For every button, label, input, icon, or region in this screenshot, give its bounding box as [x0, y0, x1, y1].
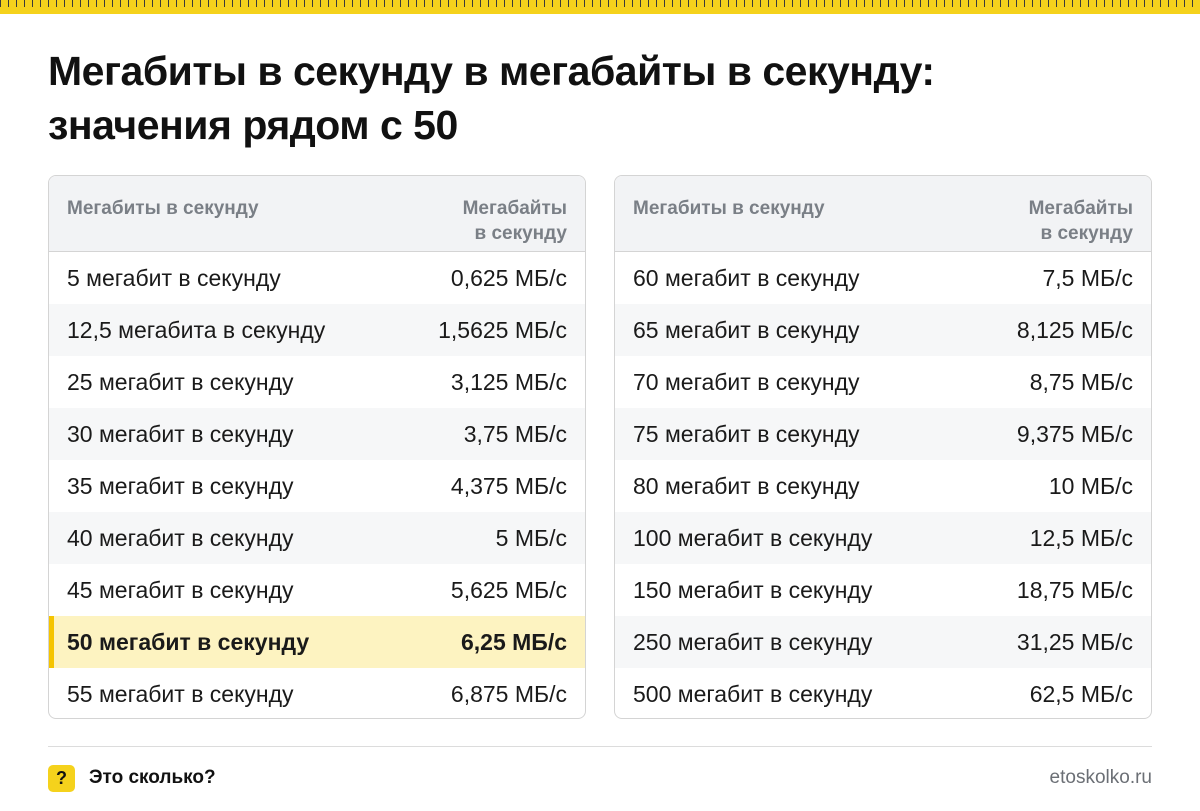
page-title-line2: значения рядом с 50 — [48, 102, 458, 148]
mbit-cell: 12,5 мегабита в секунду — [67, 316, 326, 343]
mbit-cell: 40 мегабит в секунду — [67, 524, 294, 551]
mbit-cell: 250 мегабит в секунду — [633, 628, 873, 655]
table-row: 250 мегабит в секунду 31,25 МБ/с — [615, 616, 1151, 668]
mbit-cell: 65 мегабит в секунду — [633, 316, 860, 343]
mbit-cell: 70 мегабит в секунду — [633, 368, 860, 395]
mbit-cell: 80 мегабит в секунду — [633, 472, 860, 499]
logo-glyph: ? — [56, 768, 67, 788]
table-row: 30 мегабит в секунду 3,75 МБ/с — [49, 408, 585, 460]
column-header-mbyte-line2: в секунду — [1040, 223, 1133, 244]
page-title: Мегабиты в секунду в мегабайты в секунду… — [48, 44, 1148, 152]
mbit-cell: 5 мегабит в секунду — [67, 264, 281, 291]
mbyte-cell: 1,5625 МБ/с — [438, 316, 567, 343]
table-row: 80 мегабит в секунду 10 МБ/с — [615, 460, 1151, 512]
mbit-cell: 75 мегабит в секунду — [633, 420, 860, 447]
mbit-cell: 100 мегабит в секунду — [633, 524, 873, 551]
column-header-mbyte-line1: Мегабайты — [462, 198, 567, 219]
mbyte-cell: 3,75 МБ/с — [463, 420, 567, 447]
column-header-mbyte-line1: Мегабайты — [1028, 198, 1133, 219]
table-row: 60 мегабит в секунду 7,5 МБ/с — [615, 252, 1151, 304]
mbyte-cell: 5 МБ/с — [495, 524, 567, 551]
question-mark-logo-icon: ? — [48, 765, 75, 792]
mbyte-cell: 5,625 МБ/с — [450, 576, 567, 603]
mbit-cell: 25 мегабит в секунду — [67, 368, 294, 395]
brand-name: Это сколько? — [89, 767, 216, 788]
page-title-line1: Мегабиты в секунду в мегабайты в секунду… — [48, 48, 935, 94]
column-header-mbyte: Мегабайты в секунду — [1029, 196, 1133, 251]
table-row: 150 мегабит в секунду 18,75 МБ/с — [615, 564, 1151, 616]
mbyte-cell: 9,375 МБ/с — [1016, 420, 1133, 447]
table-header: Мегабиты в секунду Мегабайты в секунду — [615, 176, 1151, 252]
highlighted-table-row: 50 мегабит в секунду 6,25 МБ/с — [49, 616, 585, 668]
column-header-mbit: Мегабиты в секунду — [67, 198, 259, 219]
mbyte-cell: 31,25 МБ/с — [1016, 628, 1133, 655]
table-header: Мегабиты в секунду Мегабайты в секунду — [49, 176, 585, 252]
mbit-cell: 55 мегабит в секунду — [67, 680, 294, 707]
mbyte-cell: 3,125 МБ/с — [450, 368, 567, 395]
mbit-cell: 35 мегабит в секунду — [67, 472, 294, 499]
table-row: 5 мегабит в секунду 0,625 МБ/с — [49, 252, 585, 304]
mbit-cell: 500 мегабит в секунду — [633, 680, 873, 707]
top-ruler-decoration — [0, 0, 1200, 14]
table-row: 500 мегабит в секунду 62,5 МБ/с — [615, 668, 1151, 718]
conversion-table-left: Мегабиты в секунду Мегабайты в секунду 5… — [48, 175, 586, 719]
column-header-mbit: Мегабиты в секунду — [633, 198, 825, 219]
mbyte-cell: 7,5 МБ/с — [1042, 264, 1133, 291]
column-header-mbyte: Мегабайты в секунду — [463, 196, 567, 251]
table-row: 35 мегабит в секунду 4,375 МБ/с — [49, 460, 585, 512]
mbyte-cell: 6,875 МБ/с — [450, 680, 567, 707]
site-url: etoskolko.ru — [1049, 767, 1152, 788]
column-header-mbyte-line2: в секунду — [474, 223, 567, 244]
mbyte-cell: 62,5 МБ/с — [1029, 680, 1133, 707]
table-row: 70 мегабит в секунду 8,75 МБ/с — [615, 356, 1151, 408]
table-row: 45 мегабит в секунду 5,625 МБ/с — [49, 564, 585, 616]
table-row: 25 мегабит в секунду 3,125 МБ/с — [49, 356, 585, 408]
mbyte-cell: 18,75 МБ/с — [1016, 576, 1133, 603]
table-row: 12,5 мегабита в секунду 1,5625 МБ/с — [49, 304, 585, 356]
table-row: 65 мегабит в секунду 8,125 МБ/с — [615, 304, 1151, 356]
conversion-table-right: Мегабиты в секунду Мегабайты в секунду 6… — [614, 175, 1152, 719]
mbit-cell: 30 мегабит в секунду — [67, 420, 294, 447]
mbyte-cell: 8,125 МБ/с — [1016, 316, 1133, 343]
mbyte-cell: 10 МБ/с — [1048, 472, 1133, 499]
table-row: 40 мегабит в секунду 5 МБ/с — [49, 512, 585, 564]
mbit-cell: 45 мегабит в секунду — [67, 576, 294, 603]
mbit-cell: 60 мегабит в секунду — [633, 264, 860, 291]
table-row: 100 мегабит в секунду 12,5 МБ/с — [615, 512, 1151, 564]
mbit-cell: 150 мегабит в секунду — [633, 576, 873, 603]
mbyte-cell: 12,5 МБ/с — [1029, 524, 1133, 551]
mbyte-cell: 6,25 МБ/с — [460, 628, 567, 655]
mbyte-cell: 8,75 МБ/с — [1029, 368, 1133, 395]
mbyte-cell: 4,375 МБ/с — [450, 472, 567, 499]
table-row: 75 мегабит в секунду 9,375 МБ/с — [615, 408, 1151, 460]
table-row: 55 мегабит в секунду 6,875 МБ/с — [49, 668, 585, 718]
mbit-cell: 50 мегабит в секунду — [67, 628, 310, 655]
footer-divider — [48, 746, 1152, 747]
mbyte-cell: 0,625 МБ/с — [450, 264, 567, 291]
